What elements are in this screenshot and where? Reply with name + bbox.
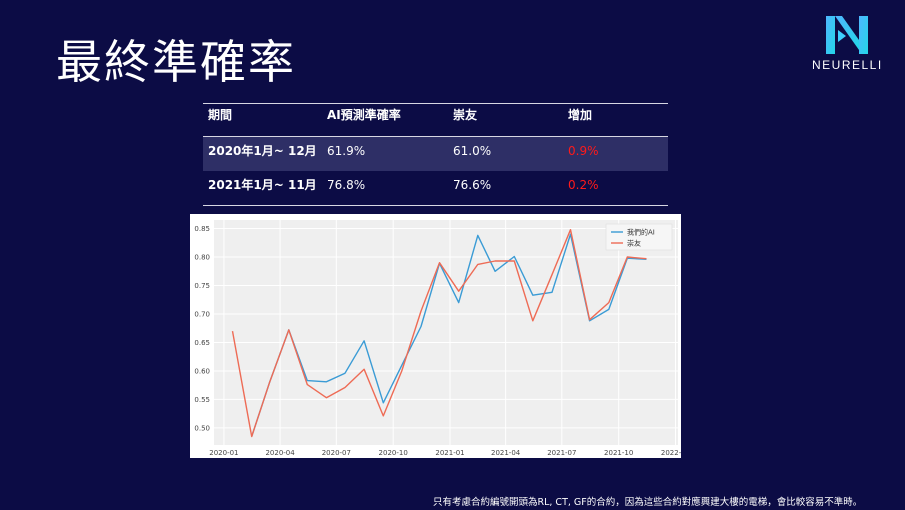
row-ai-accuracy: 61.9%	[327, 144, 366, 158]
header-increase: 增加	[568, 108, 593, 122]
row-ai-accuracy: 76.8%	[327, 178, 366, 192]
x-tick-label: 2020-04	[265, 449, 295, 457]
accuracy-chart: 0.50 0.55 0.60 0.65 0.70 0.75 0.80 0.85 2020-01 2…	[190, 214, 690, 458]
line-chart-svg: 0.50 0.55 0.60 0.65 0.70 0.75 0.80 0.85 2020-01 2…	[194, 220, 690, 457]
table-header-row: 期間 AI預測準確率 崇友 增加	[203, 103, 668, 137]
y-tick-label: 0.70	[194, 310, 210, 318]
neurelli-logo-icon	[826, 16, 868, 54]
legend-box	[605, 223, 673, 251]
row-chongyou: 76.6%	[453, 178, 492, 192]
y-tick-label: 0.85	[194, 225, 210, 233]
logo: NEURELLI	[812, 16, 882, 72]
x-tick-label: 2021-10	[604, 449, 633, 457]
page-title: 最終準確率	[56, 35, 296, 89]
x-tick-label: 2020-07	[322, 449, 351, 457]
table-row: 2020年1月~ 12月 61.9% 61.0% 0.9%	[203, 137, 668, 171]
row-period: 2021年1月~ 11月	[208, 178, 317, 192]
row-increase: 0.9%	[568, 144, 599, 158]
x-tick-label: 2021-04	[491, 449, 521, 457]
x-tick-label: 2021-07	[547, 449, 576, 457]
table-row: 2021年1月~ 11月 76.8% 76.6% 0.2%	[203, 171, 668, 206]
y-tick-label: 0.60	[194, 367, 210, 375]
x-tick-label: 2020-01	[209, 449, 238, 457]
logo-text: NEURELLI	[812, 58, 883, 72]
legend-label: 崇友	[627, 239, 641, 248]
y-tick-label: 0.75	[194, 282, 210, 290]
y-tick-label: 0.65	[194, 339, 210, 347]
x-tick-label: 2022-01	[661, 449, 681, 457]
legend-label: 我們的AI	[627, 228, 655, 237]
row-increase: 0.2%	[568, 178, 599, 192]
header-chongyou: 崇友	[453, 108, 478, 122]
header-period: 期間	[208, 108, 233, 122]
y-tick-label: 0.80	[194, 254, 210, 262]
accuracy-table: 期間 AI預測準確率 崇友 增加 2020年1月~ 12月 61.9% 61.0…	[203, 103, 668, 206]
row-period: 2020年1月~ 12月	[208, 144, 317, 158]
y-tick-label: 0.50	[194, 424, 210, 432]
header-ai-accuracy: AI預測準確率	[327, 108, 401, 122]
footnote: 只有考慮合約編號開頭為RL, CT, GF的合約，因為這些合約對應興建大樓的電梯…	[433, 497, 863, 508]
x-tick-label: 2020-10	[379, 449, 408, 457]
row-chongyou: 61.0%	[453, 144, 492, 158]
x-tick-label: 2021-01	[435, 449, 464, 457]
y-tick-label: 0.55	[194, 396, 210, 404]
series-line-chongyou	[231, 229, 647, 438]
plot-area	[214, 220, 678, 445]
